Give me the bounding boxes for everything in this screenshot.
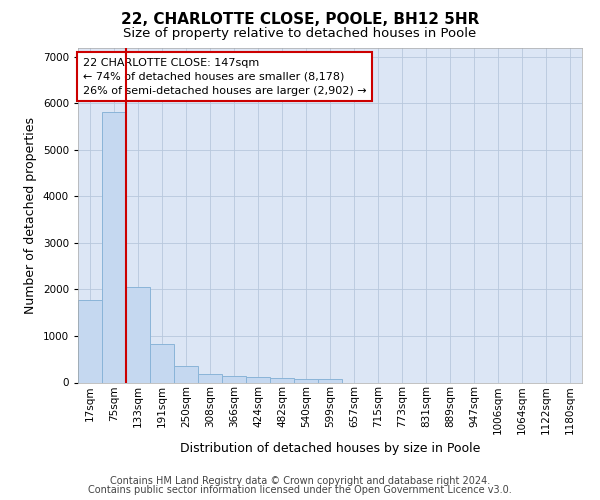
Bar: [174, 366, 198, 382]
Text: 22, CHARLOTTE CLOSE, POOLE, BH12 5HR: 22, CHARLOTTE CLOSE, POOLE, BH12 5HR: [121, 12, 479, 28]
Text: Contains HM Land Registry data © Crown copyright and database right 2024.: Contains HM Land Registry data © Crown c…: [110, 476, 490, 486]
Bar: [294, 379, 318, 382]
Bar: [102, 112, 126, 382]
Bar: [126, 286, 150, 382]
Bar: [150, 344, 174, 383]
X-axis label: Distribution of detached houses by size in Poole: Distribution of detached houses by size …: [180, 442, 480, 456]
Bar: [270, 378, 294, 382]
Bar: [198, 374, 222, 382]
Text: 22 CHARLOTTE CLOSE: 147sqm
← 74% of detached houses are smaller (8,178)
26% of s: 22 CHARLOTTE CLOSE: 147sqm ← 74% of deta…: [83, 58, 367, 96]
Bar: [318, 379, 342, 382]
Y-axis label: Number of detached properties: Number of detached properties: [24, 116, 37, 314]
Text: Contains public sector information licensed under the Open Government Licence v3: Contains public sector information licen…: [88, 485, 512, 495]
Bar: [78, 300, 102, 382]
Bar: [246, 377, 270, 382]
Text: Size of property relative to detached houses in Poole: Size of property relative to detached ho…: [124, 28, 476, 40]
Bar: [222, 376, 246, 382]
